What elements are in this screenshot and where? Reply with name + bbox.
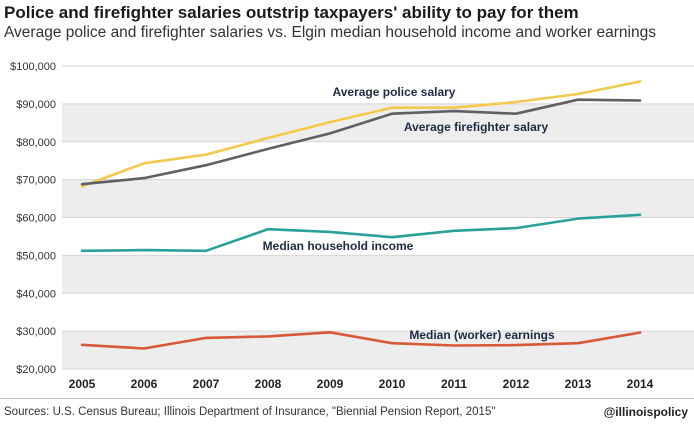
footer-divider <box>0 398 694 399</box>
grid-band <box>62 66 694 104</box>
x-tick-label: 2014 <box>627 377 654 391</box>
series-labels: Average police salary Average firefighter… <box>263 85 555 342</box>
grid-band <box>62 255 694 294</box>
x-tick-label: 2013 <box>565 377 592 391</box>
grid-band <box>62 179 694 218</box>
y-tick-label: $60,000 <box>16 213 56 225</box>
x-tick-label: 2008 <box>255 377 282 391</box>
x-tick-label: 2011 <box>441 377 467 391</box>
series-lines <box>80 80 642 350</box>
grid-band <box>62 293 694 332</box>
x-tick-label: 2010 <box>379 377 406 391</box>
chart-title: Police and firefighter salaries outstrip… <box>4 3 579 22</box>
series-line-household <box>80 213 642 253</box>
y-tick-label: $30,000 <box>16 326 56 338</box>
source-note: Sources: U.S. Census Bureau; Illinois De… <box>4 406 496 418</box>
series-label-worker: Median (worker) earnings <box>409 328 555 342</box>
x-tick-label: 2009 <box>317 377 344 391</box>
x-tick-label: 2005 <box>69 377 96 391</box>
x-tick-label: 2007 <box>193 377 220 391</box>
y-tick-label: $100,000 <box>10 61 56 73</box>
y-tick-label: $20,000 <box>16 364 56 376</box>
y-tick-label: $70,000 <box>16 175 56 187</box>
x-axis: 2005 2006 2007 2008 2009 2010 2011 2012 2013 2014 <box>69 377 654 391</box>
grid-band <box>62 331 694 369</box>
y-tick-label: $90,000 <box>16 99 56 111</box>
x-tick-label: 2012 <box>503 377 530 391</box>
brand-handle: @illinoispolicy <box>603 405 688 419</box>
y-axis: $20,000 $30,000 $40,000 $50,000 $60,000 $70,0… <box>10 61 56 376</box>
series-line-firefighter <box>80 98 642 186</box>
series-line-police <box>80 80 642 188</box>
line-chart: $20,000 $30,000 $40,000 $50,000 $60,000 $70,0… <box>10 61 694 391</box>
series-line-worker <box>80 330 642 350</box>
chart-subtitle: Average police and firefighter salaries … <box>4 24 656 41</box>
grid-band <box>62 103 694 142</box>
series-label-household: Median household income <box>263 239 414 253</box>
y-tick-label: $50,000 <box>16 250 56 262</box>
x-tick-label: 2006 <box>131 377 158 391</box>
series-label-police: Average police salary <box>333 85 456 99</box>
grid-bands <box>62 65 694 370</box>
y-tick-label: $40,000 <box>16 288 56 300</box>
y-tick-label: $80,000 <box>16 137 56 149</box>
series-label-firefighter: Average firefighter salary <box>404 120 549 134</box>
